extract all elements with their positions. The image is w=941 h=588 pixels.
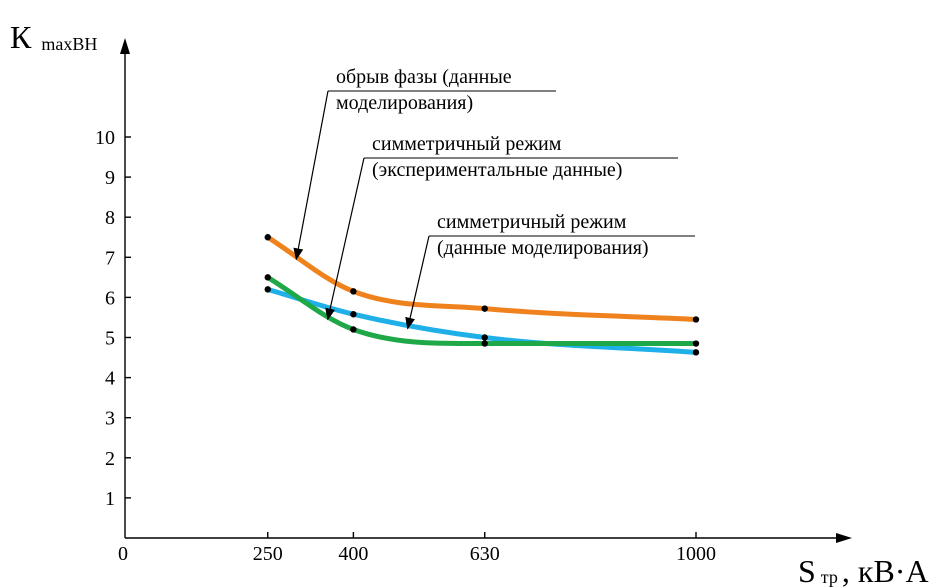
y-tick-label: 8 bbox=[105, 207, 115, 229]
data-point bbox=[692, 349, 700, 356]
data-point bbox=[264, 274, 271, 281]
x-tick-label: 1000 bbox=[676, 543, 716, 565]
annotation-text: обрыв фазы (данные bbox=[336, 66, 512, 88]
x-axis-label: S тр , кВ·А bbox=[798, 553, 929, 588]
points-layer bbox=[264, 234, 700, 356]
data-point bbox=[350, 311, 357, 318]
annotation-text: симметричный режим bbox=[372, 133, 562, 155]
annotation-arrow bbox=[405, 235, 430, 330]
y-tick-label: 9 bbox=[105, 167, 115, 189]
y-tick-label: 5 bbox=[105, 328, 115, 350]
series-line bbox=[265, 234, 699, 322]
data-point bbox=[481, 340, 488, 347]
annotation-text: симметричный режим bbox=[437, 211, 627, 233]
series-layer bbox=[265, 234, 699, 355]
annotation-text: (данные моделирования) bbox=[437, 237, 649, 259]
x-tick-label: 630 bbox=[470, 543, 500, 565]
x-axis-arrow bbox=[836, 533, 852, 543]
data-point bbox=[350, 326, 357, 333]
y-tick-label: 1 bbox=[105, 488, 115, 510]
annotation-text: моделирования) bbox=[336, 92, 473, 114]
x-ticks: 0 250 400 630 1000 bbox=[118, 532, 716, 565]
x-tick-label: 400 bbox=[338, 543, 368, 565]
y-axis-label-sub: maxВН bbox=[41, 34, 97, 54]
data-point bbox=[350, 288, 357, 295]
y-tick-label: 6 bbox=[105, 287, 115, 309]
annotation-text: (экспериментальные данные) bbox=[372, 159, 622, 181]
series-line bbox=[265, 286, 699, 355]
data-point bbox=[692, 340, 700, 347]
x-axis-label-rest: , кВ·А bbox=[842, 553, 929, 588]
annotation-arrow bbox=[325, 157, 365, 321]
data-point bbox=[264, 234, 271, 241]
annotation-arrow bbox=[293, 90, 329, 261]
y-axis-label: К maxВН bbox=[10, 19, 97, 55]
y-axis-label-main: К bbox=[10, 19, 32, 55]
y-axis-arrow bbox=[120, 38, 130, 54]
y-tick-label: 10 bbox=[95, 127, 115, 149]
x-tick-label: 0 bbox=[118, 543, 128, 565]
y-tick-label: 2 bbox=[105, 448, 115, 470]
y-ticks: 1 2 3 4 5 6 7 8 9 10 bbox=[95, 127, 131, 510]
data-point bbox=[481, 334, 488, 341]
y-tick-label: 4 bbox=[105, 368, 115, 390]
x-axis-label-sub: тр bbox=[821, 567, 838, 587]
x-axis-label-main: S bbox=[798, 553, 816, 588]
data-point bbox=[692, 316, 700, 323]
data-point bbox=[264, 286, 271, 293]
series-line bbox=[265, 274, 699, 347]
y-tick-label: 3 bbox=[105, 408, 115, 430]
x-tick-label: 250 bbox=[253, 543, 283, 565]
annotations-layer: обрыв фазы (данные моделирования) симметри… bbox=[293, 66, 695, 330]
y-tick-label: 7 bbox=[105, 247, 115, 269]
data-point bbox=[481, 305, 488, 312]
